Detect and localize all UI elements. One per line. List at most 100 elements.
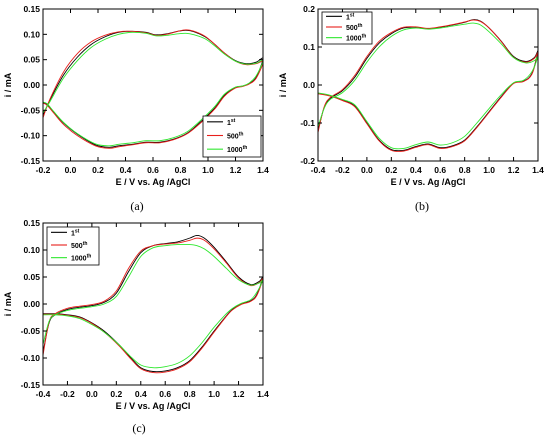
y-tick-label: 0.2 xyxy=(303,4,315,14)
legend-entry-sup: th xyxy=(358,23,363,29)
legend-entry: 1000th xyxy=(71,254,91,263)
legend-entry-base: 500 xyxy=(346,25,358,32)
y-tick-label: -0.15 xyxy=(21,380,41,390)
x-tick-label: 0.0 xyxy=(86,389,98,399)
x-tick-label: 0.0 xyxy=(65,165,77,175)
x-tick-label: 0.6 xyxy=(434,165,446,175)
x-tick-label: -0.2 xyxy=(36,165,51,175)
series-group xyxy=(318,19,538,153)
x-tick-label: 0.8 xyxy=(459,165,471,175)
x-tick-label: 0.4 xyxy=(120,165,132,175)
y-tick-label: -0.15 xyxy=(21,156,41,166)
legend-entry: 500th xyxy=(71,241,87,250)
y-tick-label: 0.1 xyxy=(303,42,315,52)
legend-box xyxy=(321,11,373,45)
series-line-1st xyxy=(318,19,538,152)
series-group xyxy=(43,29,263,149)
series-line-500th xyxy=(43,237,263,374)
legend-entry-sup: st xyxy=(231,118,236,124)
legend-box xyxy=(46,226,100,266)
panel-label: (a) xyxy=(130,199,143,213)
legend-entry-base: 1000 xyxy=(227,147,243,154)
legend-entry: 1000th xyxy=(346,34,366,43)
legend-entry: 1st xyxy=(346,12,355,21)
x-tick-label: 1.4 xyxy=(257,165,269,175)
y-tick-label: -0.10 xyxy=(21,353,41,363)
x-tick-label: 1.0 xyxy=(208,389,220,399)
y-tick-label: 0.00 xyxy=(23,80,40,90)
x-tick-label: -0.2 xyxy=(60,389,75,399)
chart-panel-a: -0.2 0.0 0.2 0.4 0.6 0.8 1.0 1.2 1.4 -0.15 -0.10 -0… xyxy=(3,4,269,213)
series-line-500th xyxy=(318,19,538,153)
x-tick-label: 0.2 xyxy=(92,165,104,175)
x-tick-label: 0.6 xyxy=(159,389,171,399)
y-tick-label: 0.10 xyxy=(23,245,40,255)
panel-label: (b) xyxy=(415,199,429,213)
x-tick-label: 0.8 xyxy=(175,165,187,175)
x-axis-label: E / V vs. Ag /AgCl xyxy=(116,401,191,411)
y-tick-label: 0.0 xyxy=(303,80,315,90)
legend-entry-base: 1 xyxy=(346,14,350,21)
x-tick-label: 0.4 xyxy=(410,165,422,175)
y-tick-label: 0.05 xyxy=(23,55,40,65)
series-line-1000th xyxy=(43,244,263,369)
y-tick-label: 0.15 xyxy=(23,218,40,228)
legend-entry-sup: st xyxy=(350,12,355,18)
x-tick-label: -0.4 xyxy=(36,389,51,399)
x-tick-label: 1.2 xyxy=(233,389,245,399)
y-tick-label: -0.10 xyxy=(21,131,41,141)
x-tick-label: 0.2 xyxy=(385,165,397,175)
chart-panel-c: -0.4 -0.2 0.0 0.2 0.4 0.6 0.8 1.0 1.2 1.4 -0.15 -0.… xyxy=(3,218,269,435)
legend-entry-sup: th xyxy=(243,145,248,151)
x-tick-label: 1.0 xyxy=(483,165,495,175)
y-tick-label: -0.2 xyxy=(300,156,315,166)
x-tick-label: 1.2 xyxy=(508,165,520,175)
legend-entry: 500th xyxy=(346,23,362,32)
y-axis-label: i / mA xyxy=(3,291,13,316)
legend-entry-base: 1 xyxy=(71,230,75,237)
x-tick-label: 0.6 xyxy=(147,165,159,175)
x-tick-label: -0.2 xyxy=(335,165,350,175)
y-tick-label: 0.05 xyxy=(23,272,40,282)
legend-entry-base: 1000 xyxy=(346,36,362,43)
chart-panel-b: -0.4 -0.2 0.0 0.2 0.4 0.6 0.8 1.0 1.2 1.4-0.2-0.1… xyxy=(278,4,544,213)
series-line-500th xyxy=(43,29,263,149)
x-axis-label: E / V vs. Ag /AgCl xyxy=(391,177,466,187)
legend-entry-base: 500 xyxy=(227,134,239,141)
series-line-1000th xyxy=(43,31,263,147)
series-line-1st xyxy=(43,234,263,373)
x-tick-label: 1.2 xyxy=(230,165,242,175)
legend-entry: 500th xyxy=(227,132,243,141)
x-axis-label: E / V vs. Ag /AgCl xyxy=(116,177,191,187)
legend-entry-base: 1 xyxy=(227,120,231,127)
legend-entry-base: 1000 xyxy=(71,256,87,263)
x-tick-label: 1.4 xyxy=(257,389,269,399)
x-tick-label: 1.4 xyxy=(532,165,544,175)
legend-box xyxy=(202,115,262,158)
legend-entry-sup: th xyxy=(239,132,244,138)
y-axis-label: i / mA xyxy=(3,72,13,97)
legend-entry: 1st xyxy=(71,228,80,237)
legend-entry-base: 500 xyxy=(71,243,83,250)
x-tick-label: -0.4 xyxy=(311,165,326,175)
legend-entry: 1000th xyxy=(227,145,247,154)
x-tick-label: 1.0 xyxy=(202,165,214,175)
x-tick-label: 0.4 xyxy=(135,389,147,399)
series-line-1000th xyxy=(318,22,538,150)
x-tick-label: 0.8 xyxy=(184,389,196,399)
y-tick-label: -0.1 xyxy=(300,118,315,128)
legend-entry: 1st xyxy=(227,118,236,127)
y-tick-label: -0.05 xyxy=(21,326,41,336)
y-axis-label: i / mA xyxy=(278,72,288,97)
legend-entry-sup: st xyxy=(75,228,80,234)
legend-entry-sup: th xyxy=(87,254,92,260)
x-tick-label: 0.0 xyxy=(361,165,373,175)
y-tick-label: -0.05 xyxy=(21,105,41,115)
x-tick-label: 0.2 xyxy=(110,389,122,399)
series-group xyxy=(43,234,263,374)
legend-entry-sup: th xyxy=(362,34,367,40)
